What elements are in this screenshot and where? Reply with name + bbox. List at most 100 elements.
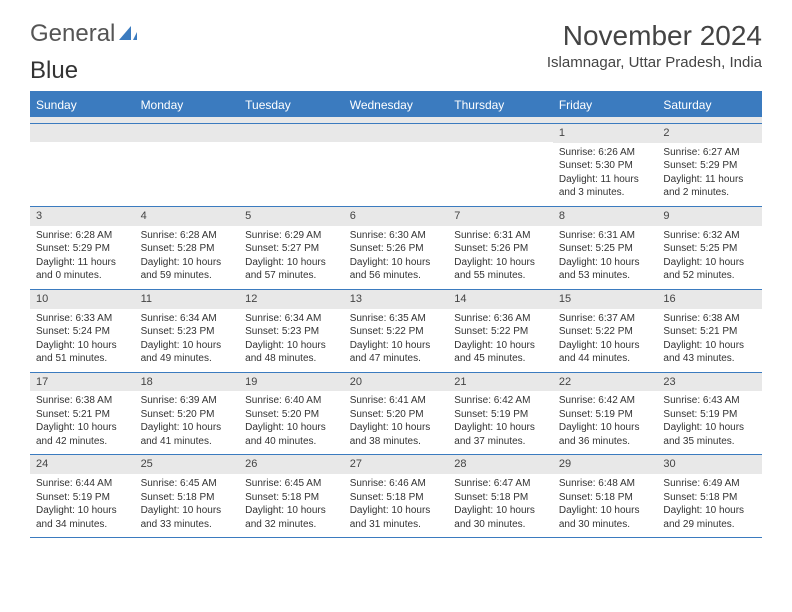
daylight-text: Daylight: 11 hours and 0 minutes.: [36, 256, 129, 283]
day-content: Sunrise: 6:28 AMSunset: 5:29 PMDaylight:…: [30, 226, 135, 289]
sunset-text: Sunset: 5:26 PM: [350, 242, 443, 256]
weekday-friday: Friday: [553, 93, 658, 117]
day-cell: 5Sunrise: 6:29 AMSunset: 5:27 PMDaylight…: [239, 207, 344, 289]
sunrise-text: Sunrise: 6:39 AM: [141, 394, 234, 408]
week-row: 24Sunrise: 6:44 AMSunset: 5:19 PMDayligh…: [30, 454, 762, 538]
sunset-text: Sunset: 5:23 PM: [141, 325, 234, 339]
day-cell: 14Sunrise: 6:36 AMSunset: 5:22 PMDayligh…: [448, 290, 553, 372]
sunrise-text: Sunrise: 6:44 AM: [36, 477, 129, 491]
daylight-text: Daylight: 10 hours and 30 minutes.: [454, 504, 547, 531]
day-cell: 24 Sunrise: 6:44 AMSunset: 5:19 PMDayligh…: [30, 455, 135, 537]
day-number: [344, 124, 449, 142]
day-cell: 9Sunrise: 6:32 AMSunset: 5:25 PMDaylight…: [657, 207, 762, 289]
calendar: Sunday Monday Tuesday Wednesday Thursday…: [30, 91, 762, 538]
weekday-sunday: Sunday: [30, 93, 135, 117]
day-cell: 30Sunrise: 6:49 AMSunset: 5:18 PMDayligh…: [657, 455, 762, 537]
sunrise-text: Sunrise: 6:27 AM: [663, 146, 756, 160]
daylight-text: Daylight: 11 hours and 2 minutes.: [663, 173, 756, 200]
week-row: 1Sunrise: 6:26 AMSunset: 5:30 PMDaylight…: [30, 123, 762, 206]
sunrise-text: Sunrise: 6:49 AM: [663, 477, 756, 491]
day-content: Sunrise: 6:31 AMSunset: 5:26 PMDaylight:…: [448, 226, 553, 289]
sunset-text: Sunset: 5:30 PM: [559, 159, 652, 173]
day-content: Sunrise: 6:26 AMSunset: 5:30 PMDaylight:…: [553, 143, 658, 206]
sunset-text: Sunset: 5:29 PM: [663, 159, 756, 173]
day-number: [30, 124, 135, 142]
weekday-monday: Monday: [135, 93, 240, 117]
sunrise-text: Sunrise: 6:31 AM: [454, 229, 547, 243]
sunrise-text: Sunrise: 6:31 AM: [559, 229, 652, 243]
day-cell: 16Sunrise: 6:38 AMSunset: 5:21 PMDayligh…: [657, 290, 762, 372]
sunset-text: Sunset: 5:19 PM: [36, 491, 129, 505]
day-cell: 1Sunrise: 6:26 AMSunset: 5:30 PMDaylight…: [553, 124, 658, 206]
daylight-text: Daylight: 10 hours and 34 minutes.: [36, 504, 129, 531]
sunrise-text: Sunrise: 6:30 AM: [350, 229, 443, 243]
day-content: Sunrise: 6:36 AMSunset: 5:22 PMDaylight:…: [448, 309, 553, 372]
day-number: 22: [553, 373, 658, 392]
daylight-text: Daylight: 10 hours and 52 minutes.: [663, 256, 756, 283]
week-row: 10Sunrise: 6:33 AMSunset: 5:24 PMDayligh…: [30, 289, 762, 372]
weeks-container: 1Sunrise: 6:26 AMSunset: 5:30 PMDaylight…: [30, 123, 762, 538]
day-content: Sunrise: 6:41 AMSunset: 5:20 PMDaylight:…: [344, 391, 449, 454]
day-cell: 12Sunrise: 6:34 AMSunset: 5:23 PMDayligh…: [239, 290, 344, 372]
day-number: 15: [553, 290, 658, 309]
daylight-text: Daylight: 10 hours and 57 minutes.: [245, 256, 338, 283]
day-number: 30: [657, 455, 762, 474]
day-number: 23: [657, 373, 762, 392]
day-content: Sunrise: 6:43 AMSunset: 5:19 PMDaylight:…: [657, 391, 762, 454]
day-content: Sunrise: 6:49 AMSunset: 5:18 PMDaylight:…: [657, 474, 762, 537]
day-cell: 17Sunrise: 6:38 AMSunset: 5:21 PMDayligh…: [30, 373, 135, 455]
logo-sail-icon: [117, 24, 139, 44]
day-cell: [239, 124, 344, 206]
day-cell: 18Sunrise: 6:39 AMSunset: 5:20 PMDayligh…: [135, 373, 240, 455]
day-number: 16: [657, 290, 762, 309]
sunrise-text: Sunrise: 6:43 AM: [663, 394, 756, 408]
sunset-text: Sunset: 5:18 PM: [350, 491, 443, 505]
sunset-text: Sunset: 5:18 PM: [454, 491, 547, 505]
day-cell: 10Sunrise: 6:33 AMSunset: 5:24 PMDayligh…: [30, 290, 135, 372]
daylight-text: Daylight: 10 hours and 33 minutes.: [141, 504, 234, 531]
daylight-text: Daylight: 10 hours and 35 minutes.: [663, 421, 756, 448]
day-number: 3: [30, 207, 135, 226]
sunrise-text: Sunrise: 6:41 AM: [350, 394, 443, 408]
day-number: 8: [553, 207, 658, 226]
day-content: Sunrise: 6:28 AMSunset: 5:28 PMDaylight:…: [135, 226, 240, 289]
weekday-row: Sunday Monday Tuesday Wednesday Thursday…: [30, 93, 762, 117]
daylight-text: Daylight: 10 hours and 56 minutes.: [350, 256, 443, 283]
day-content: Sunrise: 6:32 AMSunset: 5:25 PMDaylight:…: [657, 226, 762, 289]
day-number: 11: [135, 290, 240, 309]
sunrise-text: Sunrise: 6:38 AM: [663, 312, 756, 326]
daylight-text: Daylight: 10 hours and 44 minutes.: [559, 339, 652, 366]
day-number: 7: [448, 207, 553, 226]
sunset-text: Sunset: 5:19 PM: [663, 408, 756, 422]
sunset-text: Sunset: 5:29 PM: [36, 242, 129, 256]
day-number: 14: [448, 290, 553, 309]
day-number: 1: [553, 124, 658, 143]
day-cell: 27Sunrise: 6:46 AMSunset: 5:18 PMDayligh…: [344, 455, 449, 537]
sunrise-text: Sunrise: 6:29 AM: [245, 229, 338, 243]
sunrise-text: Sunrise: 6:38 AM: [36, 394, 129, 408]
day-number: 12: [239, 290, 344, 309]
sunrise-text: Sunrise: 6:32 AM: [663, 229, 756, 243]
day-cell: 29Sunrise: 6:48 AMSunset: 5:18 PMDayligh…: [553, 455, 658, 537]
sunrise-text: Sunrise: 6:42 AM: [454, 394, 547, 408]
sunset-text: Sunset: 5:23 PM: [245, 325, 338, 339]
day-cell: 3Sunrise: 6:28 AMSunset: 5:29 PMDaylight…: [30, 207, 135, 289]
daylight-text: Daylight: 10 hours and 51 minutes.: [36, 339, 129, 366]
sunrise-text: Sunrise: 6:36 AM: [454, 312, 547, 326]
weekday-tuesday: Tuesday: [239, 93, 344, 117]
sunrise-text: Sunrise: 6:37 AM: [559, 312, 652, 326]
day-number: 24: [30, 455, 135, 474]
day-number: [135, 124, 240, 142]
day-cell: 20Sunrise: 6:41 AMSunset: 5:20 PMDayligh…: [344, 373, 449, 455]
sunset-text: Sunset: 5:22 PM: [559, 325, 652, 339]
daylight-text: Daylight: 10 hours and 40 minutes.: [245, 421, 338, 448]
day-number: 13: [344, 290, 449, 309]
daylight-text: Daylight: 10 hours and 41 minutes.: [141, 421, 234, 448]
day-number: 19: [239, 373, 344, 392]
sunrise-text: Sunrise: 6:48 AM: [559, 477, 652, 491]
day-content: Sunrise: 6:38 AMSunset: 5:21 PMDaylight:…: [657, 309, 762, 372]
weekday-thursday: Thursday: [448, 93, 553, 117]
day-cell: 26Sunrise: 6:45 AMSunset: 5:18 PMDayligh…: [239, 455, 344, 537]
day-cell: 4Sunrise: 6:28 AMSunset: 5:28 PMDaylight…: [135, 207, 240, 289]
day-number: 28: [448, 455, 553, 474]
